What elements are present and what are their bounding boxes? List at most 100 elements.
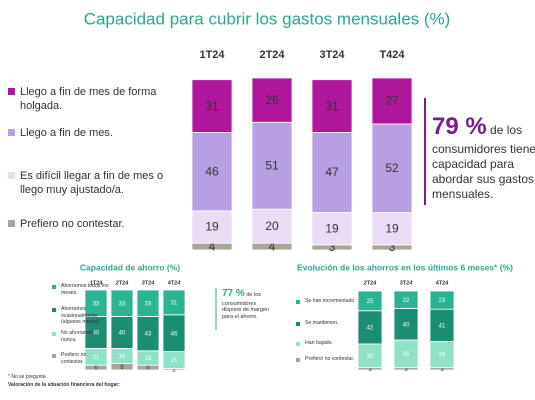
data-label: 19 — [385, 221, 399, 235]
bar-segment — [393, 290, 419, 309]
bar-segment — [191, 132, 233, 212]
legend-label: Se han incrementado. — [305, 298, 356, 304]
data-label: 30 — [367, 354, 374, 360]
legend-label: No ahorramos nunca. — [61, 330, 94, 343]
data-label: 47 — [325, 165, 339, 179]
data-label: 27 — [385, 94, 399, 108]
x-tick-label: 4T24 — [168, 280, 181, 286]
data-label: 18 — [145, 356, 152, 362]
data-label: 22 — [403, 298, 410, 304]
bar-segment — [84, 289, 108, 317]
footnote: * No se pregunta — [8, 374, 46, 380]
callout-value: 79 % — [432, 113, 487, 140]
legend-swatch — [52, 285, 56, 289]
data-label: 19 — [325, 221, 339, 235]
legend-swatch — [52, 354, 56, 358]
x-tick-label: 4T24 — [436, 280, 449, 286]
data-label: 31 — [171, 300, 178, 306]
data-label: 31 — [325, 99, 339, 113]
data-label: 31 — [205, 99, 219, 113]
data-label: 4 — [209, 239, 216, 253]
data-label: 6 — [94, 366, 98, 372]
data-label: 3 — [440, 367, 444, 373]
x-tick-label: 3T24 — [319, 49, 345, 61]
data-label: 6 — [146, 366, 150, 372]
bar-segment — [251, 208, 293, 244]
data-label: 46 — [205, 164, 219, 178]
bar-segment — [110, 289, 134, 317]
data-label: 4 — [269, 239, 276, 253]
bar-segment — [371, 123, 413, 213]
bar-segment — [393, 307, 419, 341]
bar-segment — [191, 79, 233, 133]
x-tick-label: 1T24 — [90, 280, 103, 286]
legend-swatch — [8, 220, 15, 227]
legend-label: Prefiero no contestar. — [305, 356, 355, 362]
data-label: 26 — [265, 93, 279, 107]
legend-label: Prefiero no contestar. — [20, 218, 125, 230]
legend-swatch — [8, 172, 15, 179]
callout: 79 % de los consumidores tiene capacidad… — [432, 112, 535, 202]
bar-segment — [429, 290, 455, 310]
bar-segment — [251, 77, 293, 123]
legend-swatch — [296, 358, 300, 362]
bar-segment — [393, 339, 419, 369]
data-label: 19 — [119, 354, 126, 360]
legend-label: Ahorramos todos los meses. — [61, 283, 109, 296]
chart-title: Capacidad de ahorro (%) — [80, 262, 180, 272]
data-label: 33 — [93, 301, 100, 307]
bar-segment — [311, 132, 353, 213]
data-label: 8 — [120, 365, 124, 371]
bar-segment — [371, 212, 413, 246]
data-label: 3 — [404, 367, 408, 373]
data-label: 25 — [367, 299, 374, 305]
bar-segment — [311, 212, 353, 246]
data-label: 40 — [119, 330, 126, 336]
callout-text: de los consumidores tiene capacidad para… — [432, 123, 535, 201]
chart-title: Capacidad para cubrir los gastos mensual… — [84, 9, 451, 28]
legend-swatch — [52, 332, 56, 336]
x-tick-label: 2T24 — [364, 280, 377, 286]
data-label: 35 — [403, 352, 410, 358]
x-tick-label: 3T24 — [400, 280, 413, 286]
data-label: 20 — [265, 219, 279, 233]
data-label: 33 — [119, 301, 126, 307]
bar-segment — [136, 289, 160, 317]
bar-segment — [371, 77, 413, 125]
bar-segment — [357, 290, 383, 312]
chart-title: Evolución de los ahorros en los últimos … — [297, 262, 513, 272]
data-label: 3 — [389, 240, 396, 254]
data-label: 40 — [93, 330, 100, 336]
legend-label: Se mantienen. — [305, 320, 339, 326]
legend-swatch — [296, 342, 300, 346]
x-tick-label: 3T24 — [142, 280, 155, 286]
x-tick-label: 1T24 — [199, 49, 225, 61]
callout: 77 % de los consumidores dispone de marg… — [222, 288, 277, 321]
data-label: 42 — [367, 325, 374, 331]
data-label: 21 — [93, 355, 100, 361]
data-label: 33 — [439, 353, 446, 359]
legend-swatch — [8, 129, 15, 136]
data-label: 40 — [403, 322, 410, 328]
bar-segment — [191, 210, 233, 244]
legend-label: Ahorramos ocasionalmente (algunos meses)… — [61, 306, 101, 325]
data-label: 43 — [145, 332, 152, 338]
legend-label: Prefiero no contestar. — [61, 352, 87, 365]
legend-label: Llego a fin de mes. — [20, 127, 113, 139]
bar-segment — [162, 289, 186, 316]
x-tick-label: 2T24 — [259, 49, 285, 61]
data-label: 41 — [439, 323, 446, 329]
legend-swatch — [296, 300, 300, 304]
data-label: 23 — [439, 298, 446, 304]
legend-swatch — [296, 322, 300, 326]
bar-segment — [311, 79, 353, 133]
legend-swatch — [8, 88, 15, 95]
legend-label: Han bajado. — [305, 340, 333, 346]
data-label: 51 — [265, 158, 279, 172]
data-label: 33 — [145, 301, 152, 307]
data-label: 2 — [172, 367, 176, 373]
callout-text: de los consumidores dispone de margen pa… — [222, 292, 270, 321]
data-label: 21 — [171, 358, 178, 364]
